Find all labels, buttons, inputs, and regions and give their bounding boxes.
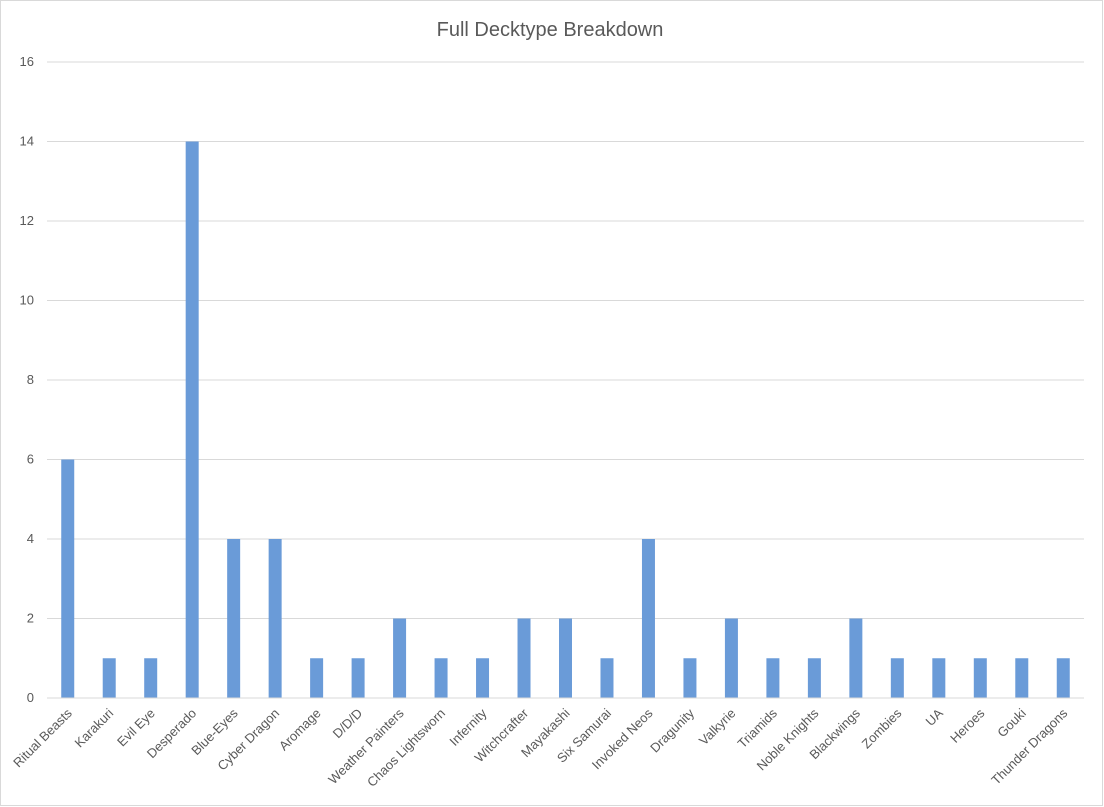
x-category-label: Chaos Lightsworn [364, 706, 448, 790]
x-category-label: UA [923, 705, 947, 729]
bar [476, 658, 490, 698]
x-category-label: Heroes [947, 705, 988, 746]
y-tick-label: 14 [20, 134, 34, 149]
bar [724, 618, 738, 698]
y-tick-label: 6 [27, 452, 34, 467]
bar [310, 658, 324, 698]
y-tick-label: 16 [20, 54, 34, 69]
gridlines [47, 61, 1084, 619]
y-tick-label: 0 [27, 690, 34, 705]
x-category-label: Dragunity [647, 705, 697, 755]
bar [600, 658, 614, 698]
bar [807, 658, 821, 698]
bar [932, 658, 946, 698]
x-category-label: Ritual Beasts [10, 705, 75, 770]
bar [766, 658, 780, 698]
chart-title: Full Decktype Breakdown [437, 19, 664, 41]
x-category-label: Gouki [994, 705, 1029, 740]
bar [61, 459, 75, 698]
bar [849, 618, 863, 698]
bar [1056, 658, 1070, 698]
y-tick-label: 8 [27, 372, 34, 387]
bar [890, 658, 904, 698]
bar [683, 658, 697, 698]
bar [973, 658, 987, 698]
x-category-label: Thunder Dragons [988, 705, 1070, 787]
bar [144, 658, 158, 698]
bar [517, 618, 531, 698]
bars [61, 141, 1070, 698]
x-category-label: Karakuri [71, 705, 116, 750]
x-category-label: Valkyrie [696, 706, 739, 749]
bar [185, 141, 199, 698]
x-category-label: Zombies [859, 705, 905, 751]
bar [351, 658, 365, 698]
bar [641, 539, 655, 698]
x-category-label: Weather Painters [325, 705, 407, 787]
y-tick-label: 2 [27, 611, 34, 626]
y-tick-label: 12 [20, 213, 34, 228]
y-axis-ticks: 0 2 4 6 8 10 12 14 16 [20, 54, 34, 705]
x-category-label: Aromage [276, 706, 324, 754]
bar [1015, 658, 1029, 698]
bar [227, 539, 241, 698]
bar [102, 658, 116, 698]
bar [559, 618, 572, 698]
y-tick-label: 4 [27, 531, 34, 546]
bar [268, 539, 282, 698]
y-tick-label: 10 [20, 293, 34, 308]
x-category-label: D/D/D [330, 706, 366, 742]
bar [434, 658, 448, 698]
bar [393, 618, 407, 698]
